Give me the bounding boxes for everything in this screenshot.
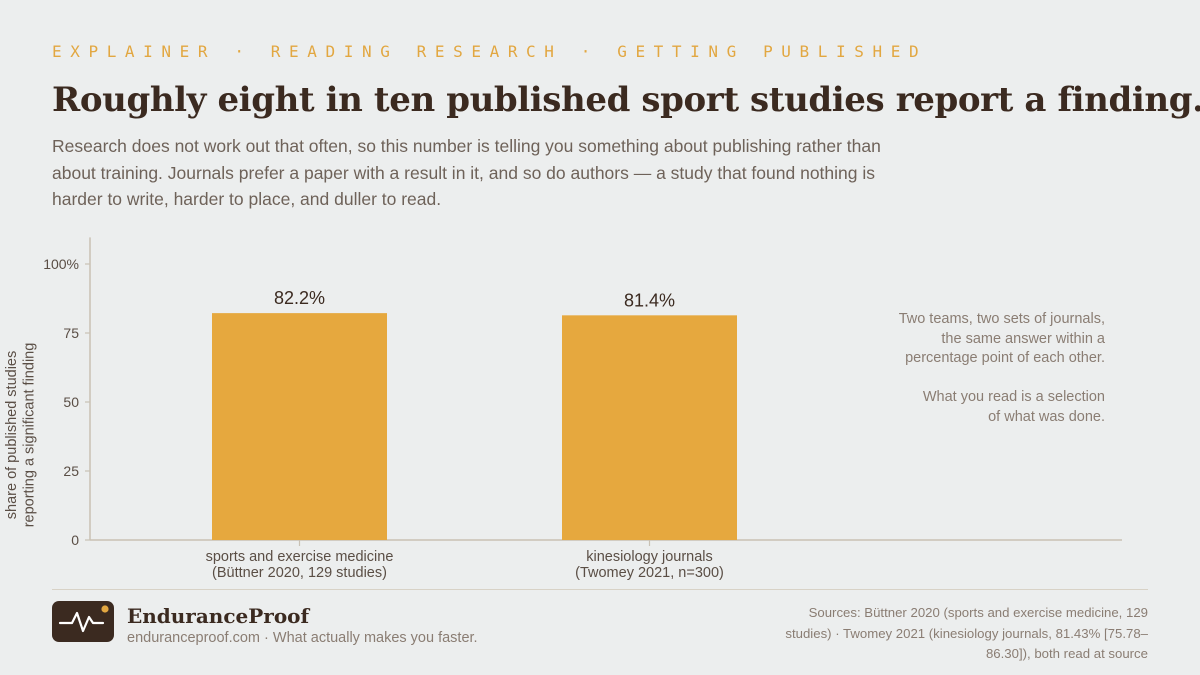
annotation-line: the same answer within a <box>941 330 1105 347</box>
lede: Research does not work out that often, s… <box>52 136 881 209</box>
y-tick-label: 100% <box>43 256 79 272</box>
y-axis-label-line: reporting a significant finding <box>22 343 38 528</box>
y-axis-label-line: share of published studies <box>4 351 20 519</box>
y-axis-label: share of published studies reporting a si… <box>4 343 38 528</box>
bar <box>562 315 737 540</box>
y-tick-label: 75 <box>63 325 79 341</box>
heartbeat-line-icon <box>52 601 114 642</box>
sources-note: Sources: Büttner 2020 (sports and exerci… <box>785 605 1148 661</box>
annotation-line: of what was done. <box>988 408 1105 425</box>
brand-name: EnduranceProof <box>127 604 310 628</box>
bar-chart: 0 25 50 75 100% share of published studies rep… <box>4 237 1122 581</box>
annotation-note-2: What you read is a selection of what was… <box>923 388 1105 427</box>
kicker: EXPLAINER · READING RESEARCH · GETTING P… <box>52 42 928 61</box>
x-tick-label: (Twomey 2021, n=300) <box>575 565 724 581</box>
annotation-line: Two teams, two sets of journals, <box>898 311 1105 327</box>
headline: Roughly eight in ten published sport stu… <box>52 80 1200 120</box>
x-tick-label: (Büttner 2020, 129 studies) <box>212 565 387 581</box>
brand-tagline: enduranceproof.com · What actually makes… <box>127 630 478 646</box>
bar-value-label: 81.4% <box>624 290 675 310</box>
annotation-line: What you read is a selection <box>922 389 1105 405</box>
y-tick-label: 50 <box>63 394 79 410</box>
footer-divider <box>52 589 1148 590</box>
y-tick-label: 0 <box>71 532 79 548</box>
y-tick-label: 25 <box>63 463 79 479</box>
bar <box>212 313 387 540</box>
annotation-note-1: Two teams, two sets of journals, the sam… <box>899 310 1105 369</box>
bar-value-label: 82.2% <box>274 288 325 308</box>
x-tick-label: sports and exercise medicine <box>206 549 394 565</box>
x-tick-label: kinesiology journals <box>586 549 713 565</box>
annotation-line: percentage point of each other. <box>905 350 1105 366</box>
